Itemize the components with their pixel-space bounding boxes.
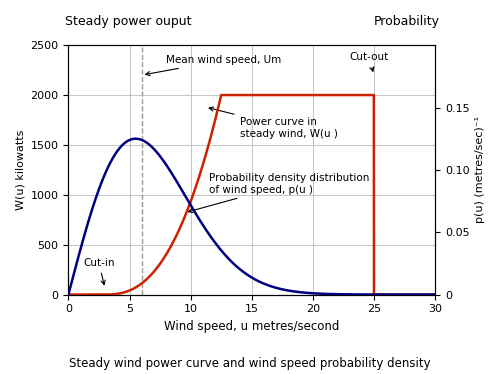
Y-axis label: p(u) (metres/sec)⁻¹: p(u) (metres/sec)⁻¹ [475,116,485,223]
Text: Power curve in
steady wind, W(u ): Power curve in steady wind, W(u ) [209,107,338,139]
Text: Mean wind speed, Um: Mean wind speed, Um [146,55,282,76]
Text: Steady wind power curve and wind speed probability density: Steady wind power curve and wind speed p… [69,357,431,370]
Text: Steady power ouput: Steady power ouput [65,15,192,28]
Y-axis label: W(u) kilowatts: W(u) kilowatts [15,130,25,210]
X-axis label: Wind speed, u metres/second: Wind speed, u metres/second [164,320,340,333]
Text: Probability: Probability [374,15,440,28]
Text: Probability density distribution
of wind speed, p(u ): Probability density distribution of wind… [188,173,370,212]
Text: Cut-in: Cut-in [83,258,114,285]
Text: Cut-out: Cut-out [350,52,389,71]
